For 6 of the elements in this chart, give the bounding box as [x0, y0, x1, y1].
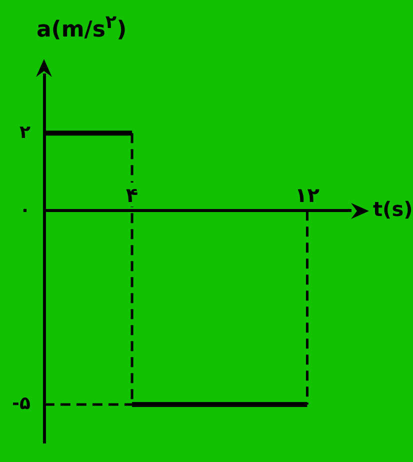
- y-tick-label: ۲: [19, 122, 30, 143]
- y-tick-label: ۰: [19, 199, 30, 220]
- x-tick-label: ۴: [126, 182, 138, 207]
- x-axis-title: t(s): [373, 196, 413, 221]
- y-tick-label: -۵: [12, 393, 30, 414]
- x-tick-label: ۱۲: [294, 182, 320, 207]
